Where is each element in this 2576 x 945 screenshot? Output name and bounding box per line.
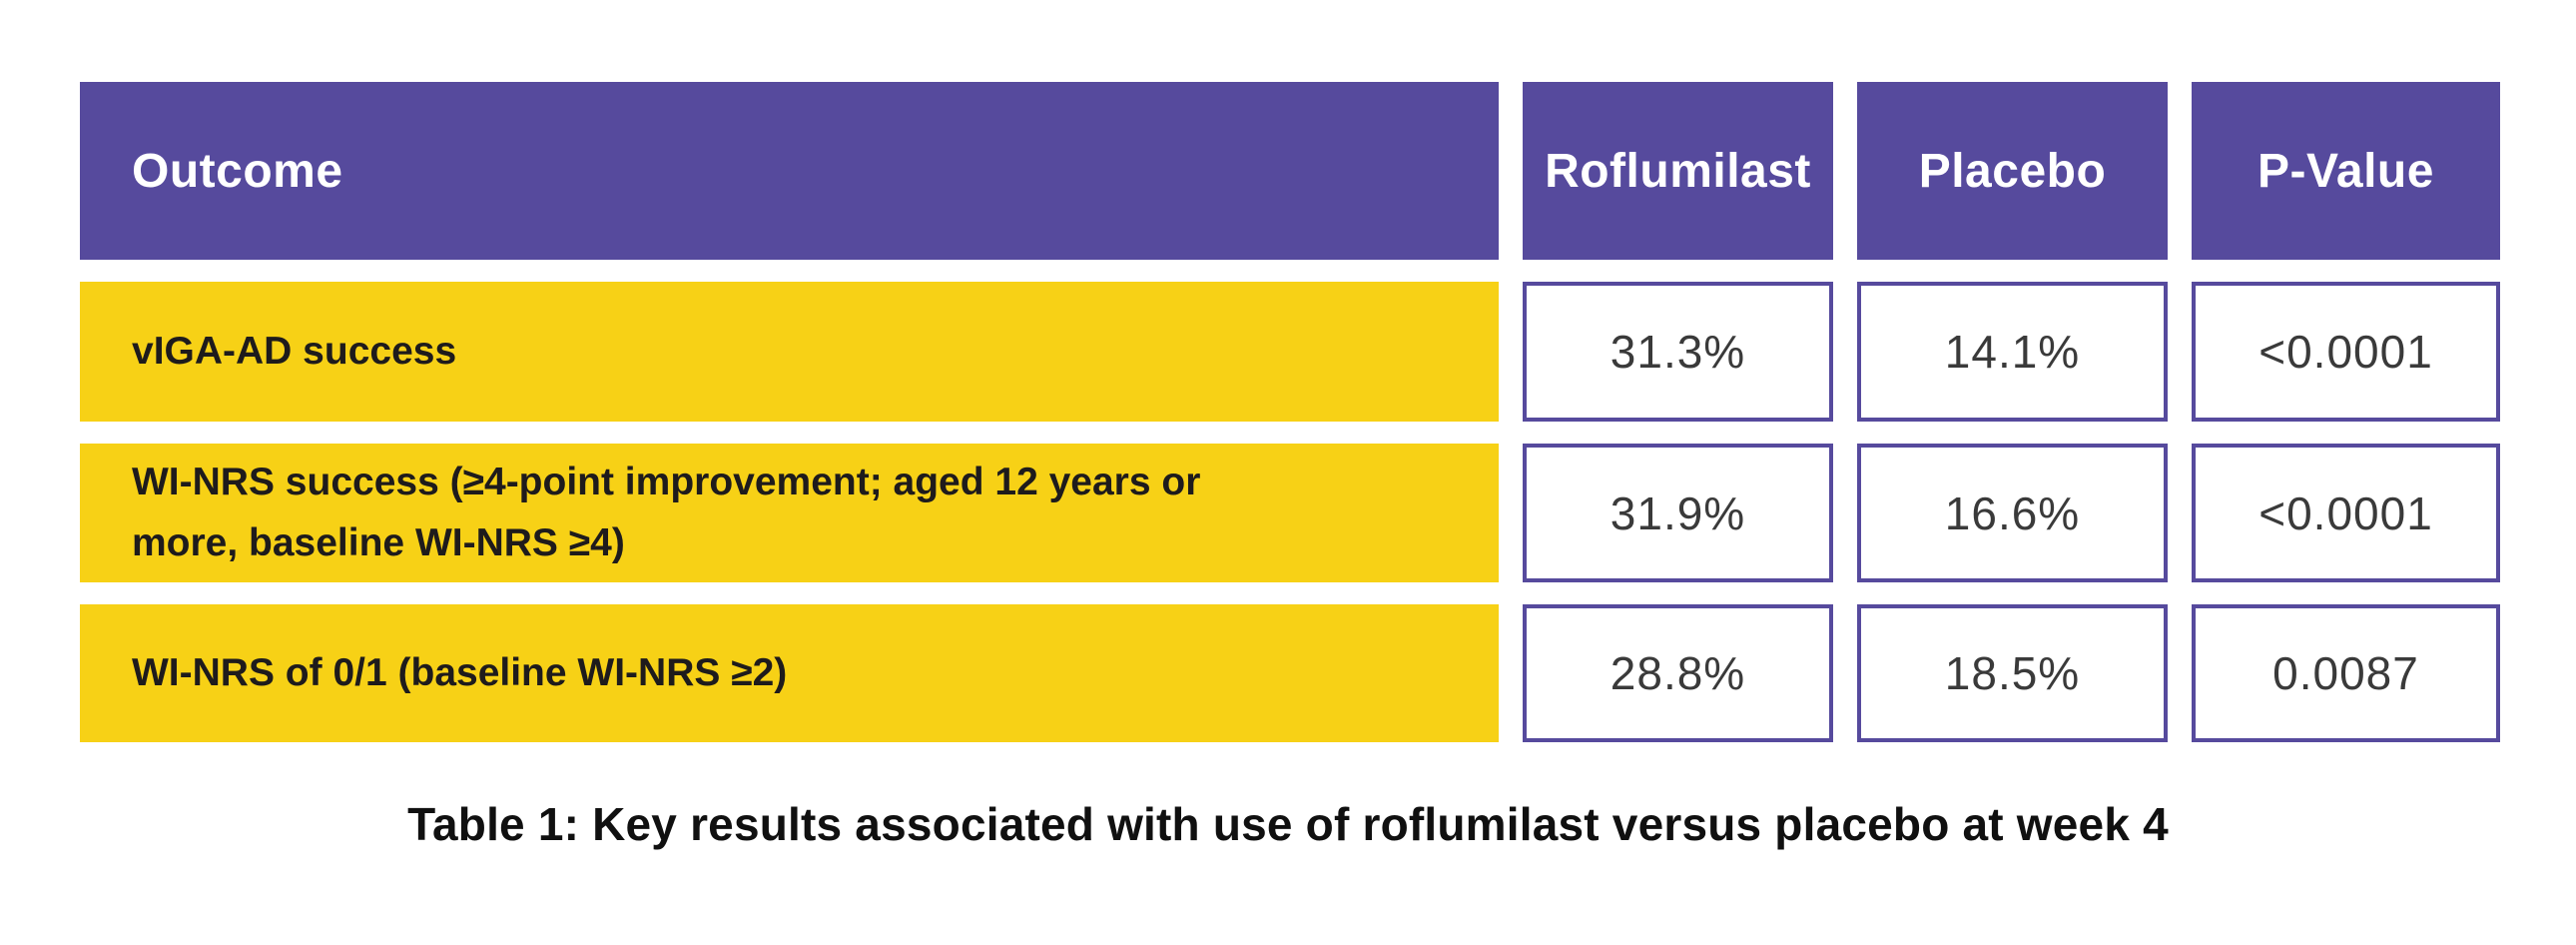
cell-viga-ad-roflumilast: 31.3% <box>1523 282 1833 422</box>
cell-wi-nrs-success-p-value-value: <0.0001 <box>2258 486 2433 539</box>
row-label-wi-nrs-success: WI-NRS success (≥4-point improvement; ag… <box>80 444 1499 582</box>
cell-viga-ad-p-value-value: <0.0001 <box>2258 326 2433 378</box>
cell-wi-nrs-success-placebo: 16.6% <box>1857 444 2168 582</box>
column-header-placebo: Placebo <box>1857 82 2168 260</box>
row-label-wi-nrs-0-1: WI-NRS of 0/1 (baseline WI-NRS ≥2) <box>80 604 1499 742</box>
column-header-p-value-label: P-Value <box>2257 144 2434 198</box>
table-caption: Table 1: Key results associated with use… <box>407 798 2169 850</box>
cell-wi-nrs-0-1-roflumilast-value: 28.8% <box>1610 647 1746 699</box>
cell-wi-nrs-0-1-p-value-value: 0.0087 <box>2272 647 2419 699</box>
cell-wi-nrs-0-1-p-value: 0.0087 <box>2192 604 2500 742</box>
cell-wi-nrs-success-placebo-value: 16.6% <box>1944 486 2081 539</box>
row-label-viga-ad-success: vIGA-AD success <box>80 282 1499 422</box>
cell-wi-nrs-success-roflumilast: 31.9% <box>1523 444 1833 582</box>
cell-wi-nrs-success-p-value: <0.0001 <box>2192 444 2500 582</box>
cell-wi-nrs-0-1-roflumilast: 28.8% <box>1523 604 1833 742</box>
column-header-p-value: P-Value <box>2192 82 2500 260</box>
cell-wi-nrs-0-1-placebo: 18.5% <box>1857 604 2168 742</box>
column-header-outcome: Outcome <box>80 82 1499 260</box>
row-label-viga-ad-success-text: vIGA-AD success <box>132 329 457 373</box>
cell-viga-ad-roflumilast-value: 31.3% <box>1610 326 1746 378</box>
cell-viga-ad-placebo: 14.1% <box>1857 282 2168 422</box>
column-header-roflumilast: Roflumilast <box>1523 82 1833 260</box>
cell-wi-nrs-0-1-placebo-value: 18.5% <box>1944 647 2081 699</box>
cell-wi-nrs-success-roflumilast-value: 31.9% <box>1610 486 1746 539</box>
cell-viga-ad-p-value: <0.0001 <box>2192 282 2500 422</box>
column-header-roflumilast-label: Roflumilast <box>1545 144 1811 198</box>
results-table: Outcome Roflumilast Placebo P-Value vIGA… <box>80 82 2500 742</box>
cell-viga-ad-placebo-value: 14.1% <box>1944 326 2081 378</box>
row-label-wi-nrs-success-text: WI-NRS success (≥4-point improvement; ag… <box>132 461 1201 564</box>
column-header-placebo-label: Placebo <box>1918 144 2107 198</box>
row-label-wi-nrs-0-1-text: WI-NRS of 0/1 (baseline WI-NRS ≥2) <box>132 650 788 694</box>
column-header-outcome-label: Outcome <box>132 144 343 198</box>
